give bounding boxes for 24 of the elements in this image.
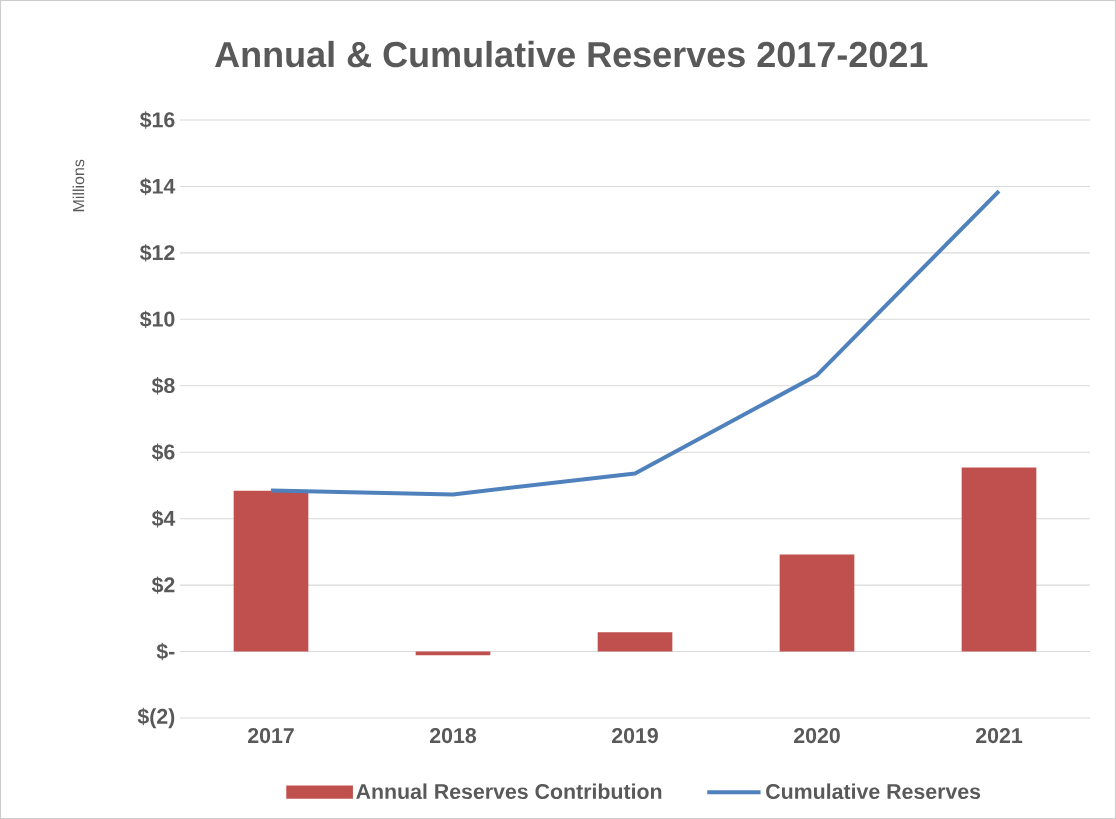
y-tick-label: $- xyxy=(156,642,175,661)
legend-label: Cumulative Reserves xyxy=(766,783,981,800)
line-series xyxy=(269,189,1002,497)
y-tick-label: $2 xyxy=(151,576,175,594)
x-tick-label: 2019 xyxy=(612,728,658,744)
legend-label: Annual Reserves Contribution xyxy=(356,783,662,800)
y-axis-title: Millions xyxy=(72,159,85,212)
x-tick-label: 2017 xyxy=(248,728,294,744)
bar xyxy=(779,554,855,652)
y-tick-label: $10 xyxy=(139,310,175,329)
chart-title: Annual & Cumulative Reserves 2017-2021 xyxy=(215,40,928,68)
y-tick-label: $12 xyxy=(139,244,175,262)
x-tick-label: 2018 xyxy=(430,728,477,744)
bar xyxy=(961,467,1037,652)
y-tick-label: $6 xyxy=(151,443,175,461)
bar xyxy=(233,490,309,652)
bar xyxy=(597,632,673,652)
y-tick-label: $(2) xyxy=(137,707,175,729)
x-tick-label: 2020 xyxy=(794,728,840,744)
x-tick-label: 2021 xyxy=(976,728,1023,744)
y-tick-label: $4 xyxy=(151,509,176,528)
y-tick-label: $14 xyxy=(139,177,176,196)
y-tick-label: $8 xyxy=(151,377,175,395)
y-tick-label: $16 xyxy=(139,111,175,129)
